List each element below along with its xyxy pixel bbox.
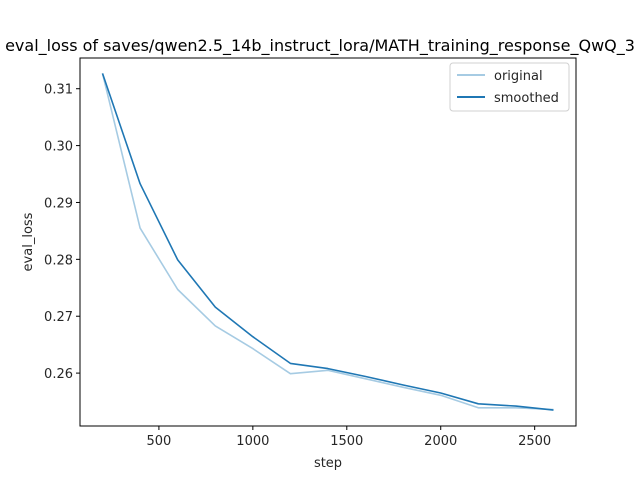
x-tick-label: 1500 <box>330 434 363 449</box>
y-tick-label: 0.29 <box>44 196 73 211</box>
axes-frame <box>79 57 577 427</box>
legend-label-original: original <box>494 69 543 84</box>
x-axis-ticks: 500 1000 1500 2000 2500 <box>146 426 551 449</box>
y-tick-label: 0.28 <box>44 253 73 268</box>
y-axis-ticks: 0.31 0.30 0.29 0.28 0.27 0.26 <box>44 83 80 382</box>
x-tick-label: 1000 <box>236 434 269 449</box>
series-line-original <box>101 73 554 411</box>
y-axis-label: eval_loss <box>21 212 36 271</box>
y-tick-label: 0.31 <box>44 83 73 98</box>
x-tick-label: 2500 <box>518 434 551 449</box>
legend: original smoothed <box>449 62 570 112</box>
series-line-smoothed <box>101 73 554 411</box>
x-tick-label: 2000 <box>424 434 457 449</box>
chart-title: eval_loss of saves/qwen2.5_14b_instruct_… <box>5 36 635 56</box>
plot-area <box>101 73 554 411</box>
y-tick-label: 0.30 <box>44 140 73 155</box>
legend-label-smoothed: smoothed <box>494 91 559 106</box>
x-tick-label: 500 <box>146 434 171 449</box>
x-axis-label: step <box>314 456 342 471</box>
y-tick-label: 0.27 <box>44 310 73 325</box>
y-tick-label: 0.26 <box>44 367 73 382</box>
